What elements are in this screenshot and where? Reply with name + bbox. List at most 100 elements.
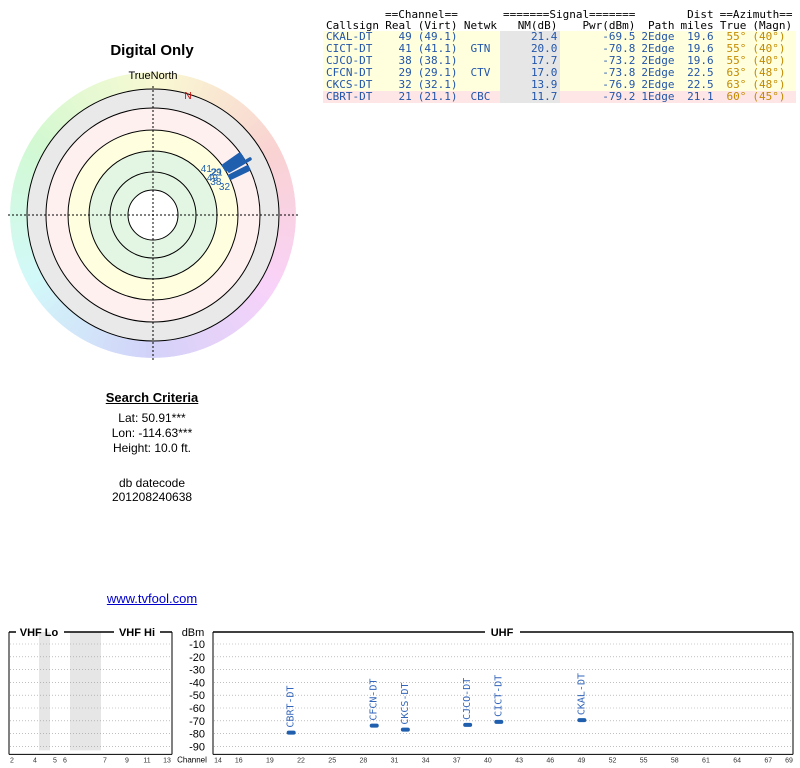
cell-dist: 22.5	[687, 78, 714, 91]
uhf-tick-label: 49	[577, 757, 585, 764]
cell-az-true: 63°	[726, 66, 747, 79]
table-row: CBRT-DT 21 (21.1) CBC 11.7 -79.2 1Edge 21.1 60° (…	[323, 91, 796, 103]
cell-pwr: -79.2	[602, 90, 636, 103]
db-datecode: db datecode 201208240638	[52, 476, 252, 504]
cell-virt: (38.1)	[417, 54, 458, 67]
cell-az-magn: (48°)	[752, 66, 786, 79]
cell-az-true: 55°	[726, 54, 747, 67]
uhf-tick-label: 64	[733, 757, 741, 764]
col-nm: NM(dB)	[517, 19, 558, 32]
cell-virt: (29.1)	[417, 66, 458, 79]
uhf-tick-label: 58	[671, 757, 679, 764]
col-magn: (Magn)	[752, 19, 793, 32]
uhf-tick-label: 37	[453, 757, 461, 764]
tvfool-link[interactable]: www.tvfool.com	[106, 591, 198, 606]
radar-marker-label: 32	[219, 182, 231, 193]
uhf-tick-label: 28	[359, 757, 367, 764]
col-netwk: Netwk	[463, 19, 497, 32]
db-datecode-value: 201208240638	[111, 490, 193, 504]
uhf-tick-label: 43	[515, 757, 523, 764]
cell-az-true: 55°	[726, 30, 747, 43]
cell-dist: 19.6	[687, 54, 714, 67]
col-pwr: Pwr(dBm)	[582, 19, 636, 32]
col-callsign: Callsign	[326, 19, 379, 32]
signal-label: CJCO-DT	[462, 678, 473, 720]
cell-path: 2Edge	[641, 42, 675, 55]
cell-az-true: 63°	[726, 78, 747, 91]
channel-axis-label: Channel	[177, 755, 207, 764]
channel-group-header: ==Channel==	[384, 8, 458, 21]
cell-callsign: CFCN-DT	[326, 66, 373, 79]
radar-marker-29	[227, 165, 250, 178]
dbm-axis-label: dBm	[182, 627, 205, 639]
dbm-tick-label: -50	[189, 690, 205, 702]
cell-virt: (32.1)	[417, 78, 458, 91]
signal-marker-cict-dt	[494, 719, 504, 724]
table-row: CKAL-DT 49 (49.1) 21.4 -69.5 2Edge 19.6 55° (40°…	[323, 31, 796, 43]
vhf-hi-tick-label: 9	[125, 757, 129, 764]
cell-callsign: CKAL-DT	[326, 30, 373, 43]
height-value: Height: 10.0 ft.	[112, 441, 192, 455]
col-miles: miles	[680, 19, 714, 32]
azimuth-group-header: ==Azimuth==	[719, 8, 793, 21]
signal-group-header: =======Signal=======	[502, 8, 636, 21]
vhf-lo-tick-label: 4	[33, 757, 37, 764]
cell-path: 2Edge	[641, 78, 675, 91]
cell-pwr: -76.9	[602, 78, 636, 91]
cell-callsign: CBRT-DT	[326, 90, 373, 103]
cell-virt: (21.1)	[417, 90, 458, 103]
radar-marker-38	[224, 157, 245, 172]
cell-netwk: CTV	[470, 66, 491, 79]
dbm-tick-label: -30	[189, 665, 205, 677]
cell-path: 2Edge	[641, 30, 675, 43]
uhf-tick-label: 16	[235, 757, 243, 764]
vhf-hi-tick-label: 7	[103, 757, 107, 764]
cell-real: 32	[398, 78, 412, 91]
cell-nm: 13.9	[499, 79, 561, 91]
radar-marker-label: 29	[211, 167, 223, 178]
vhf-lo-tick-label: 6	[63, 757, 67, 764]
radar-marker-21	[227, 157, 252, 173]
cell-path: 2Edge	[641, 54, 675, 67]
vhf-hi-tick-label: 13	[163, 757, 171, 764]
cell-nm: 11.7	[499, 91, 561, 103]
uhf-tick-label: 19	[266, 757, 274, 764]
signal-label: CICT-DT	[493, 675, 504, 717]
cell-virt: (49.1)	[417, 30, 458, 43]
signal-marker-cjco-dt	[463, 722, 473, 727]
uhf-tick-label: 31	[391, 757, 399, 764]
radar-marker-label: 21	[211, 168, 223, 179]
cell-nm: 17.7	[499, 55, 561, 67]
station-table-wrapper: ==Channel== =======Signal======= Dist ==…	[323, 9, 796, 103]
table-row: CICT-DT 41 (41.1) GTN 20.0 -70.8 2Edge 19.6 55° (…	[323, 43, 796, 55]
cell-pwr: -73.2	[602, 54, 636, 67]
cell-az-magn: (40°)	[752, 30, 786, 43]
uhf-tick-label: 52	[609, 757, 617, 764]
vhf-hi-tick-label: 11	[143, 757, 150, 764]
cell-pwr: -70.8	[602, 42, 636, 55]
db-datecode-label: db datecode	[118, 476, 186, 490]
cell-real: 49	[398, 30, 412, 43]
dbm-tick-label: -40	[189, 677, 205, 689]
col-virt: (Virt)	[417, 19, 458, 32]
radar-marker-49	[221, 152, 242, 168]
cell-nm: 20.0	[499, 43, 561, 55]
uhf-tick-label: 14	[214, 757, 222, 764]
uhf-label: UHF	[491, 627, 514, 639]
cell-dist: 21.1	[687, 90, 714, 103]
table-row: CKCS-DT 32 (32.1) 13.9 -76.9 2Edge 22.5 63° (48°…	[323, 79, 796, 91]
cell-netwk: GTN	[470, 42, 491, 55]
uhf-tick-label: 25	[328, 757, 336, 764]
vhf-hi-label: VHF Hi	[119, 627, 155, 639]
cell-az-magn: (45°)	[752, 90, 786, 103]
cell-real: 38	[398, 54, 412, 67]
cell-path: 2Edge	[641, 66, 675, 79]
cell-az-magn: (40°)	[752, 54, 786, 67]
cell-callsign: CJCO-DT	[326, 54, 373, 67]
longitude-value: Lon: -114.63***	[111, 426, 193, 440]
signal-marker-ckcs-dt	[400, 727, 410, 732]
uhf-tick-label: 67	[764, 757, 772, 764]
search-criteria-header: Search Criteria	[105, 390, 199, 405]
dbm-tick-label: -20	[189, 652, 205, 664]
